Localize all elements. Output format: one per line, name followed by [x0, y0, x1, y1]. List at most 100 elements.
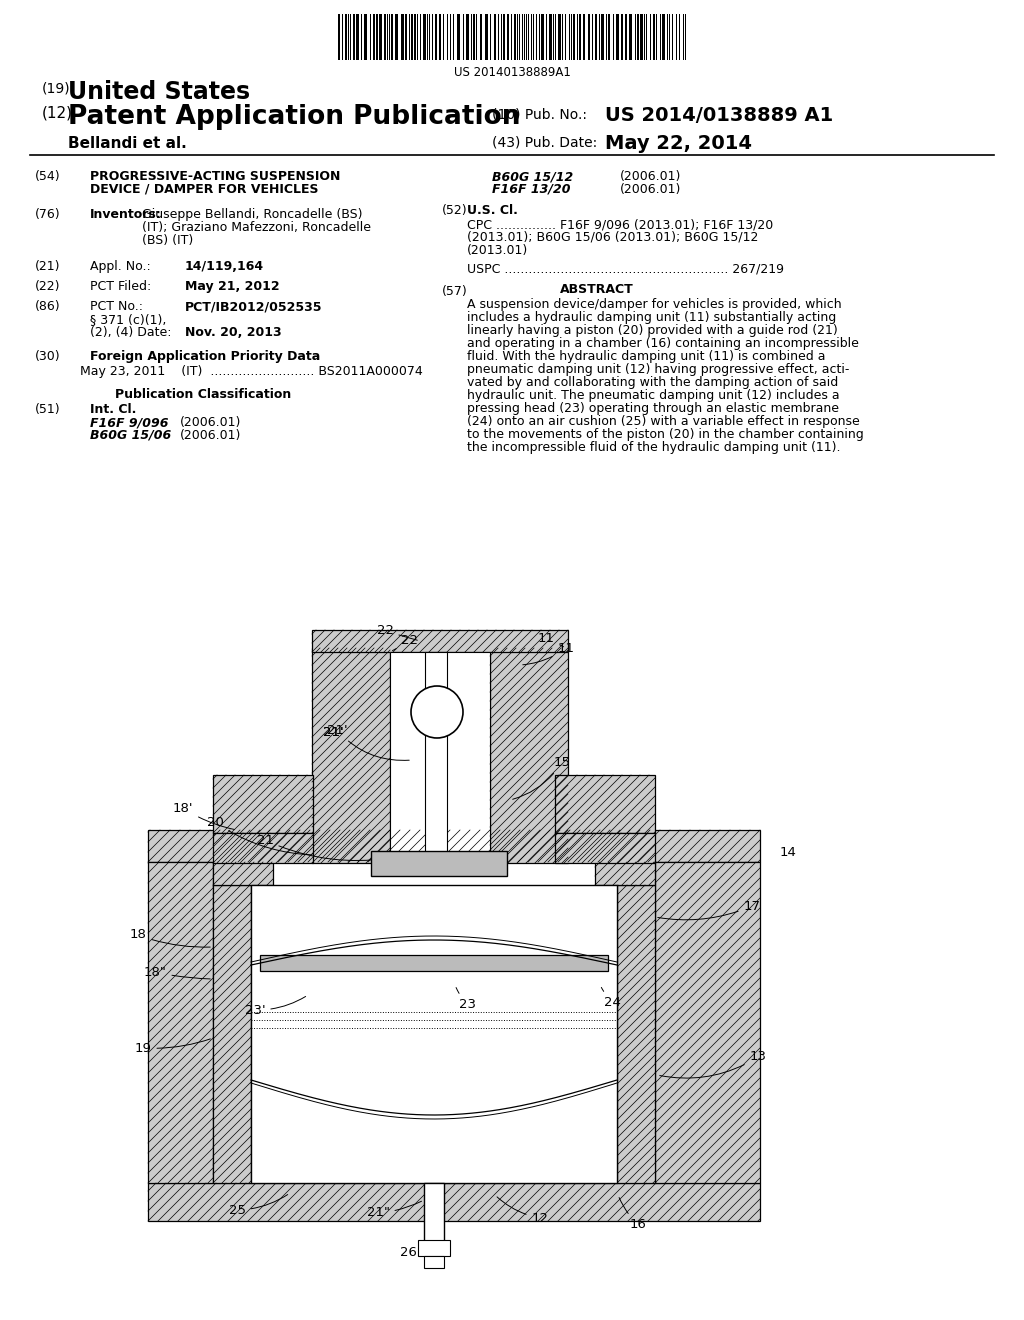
Bar — [514, 15, 516, 59]
Text: USPC ........................................................ 267/219: USPC ...................................… — [467, 261, 784, 275]
Bar — [490, 648, 568, 863]
Text: 21': 21' — [323, 726, 343, 739]
Bar — [549, 15, 552, 59]
Bar — [148, 862, 213, 1183]
Bar — [573, 15, 575, 59]
Text: U.S. Cl.: U.S. Cl. — [467, 205, 518, 216]
Text: 21": 21" — [367, 1201, 422, 1220]
Bar — [595, 15, 597, 59]
Bar — [485, 15, 488, 59]
Bar — [541, 15, 544, 59]
Text: pressing head (23) operating through an elastic membrane: pressing head (23) operating through an … — [467, 403, 839, 414]
Text: vated by and collaborating with the damping action of said: vated by and collaborating with the damp… — [467, 376, 839, 389]
Bar — [629, 15, 632, 59]
Text: 11: 11 — [538, 631, 563, 647]
Bar — [376, 15, 378, 59]
Text: (2006.01): (2006.01) — [620, 183, 681, 195]
Text: (24) onto an air cushion (25) with a variable effect in response: (24) onto an air cushion (25) with a var… — [467, 414, 860, 428]
Bar — [640, 15, 643, 59]
Text: (57): (57) — [442, 285, 468, 298]
Text: 13: 13 — [659, 1051, 767, 1078]
Text: 21': 21' — [323, 726, 343, 739]
Bar — [555, 775, 655, 833]
Text: (2006.01): (2006.01) — [180, 429, 242, 442]
Bar — [312, 630, 568, 652]
Text: (2006.01): (2006.01) — [620, 170, 681, 183]
Text: 15: 15 — [513, 755, 570, 800]
Bar — [439, 15, 441, 59]
Text: 25: 25 — [228, 1195, 288, 1217]
Bar — [579, 15, 581, 59]
Text: 12: 12 — [497, 1197, 549, 1225]
Text: 16: 16 — [620, 1197, 646, 1232]
Text: (54): (54) — [35, 170, 60, 183]
Bar — [148, 1183, 760, 1221]
Bar — [425, 652, 447, 867]
Text: 18: 18 — [130, 928, 210, 948]
Text: and operating in a chamber (16) containing an incompressible: and operating in a chamber (16) containi… — [467, 337, 859, 350]
Bar — [260, 954, 608, 972]
Bar — [473, 15, 475, 59]
Bar — [595, 862, 655, 884]
Bar — [621, 15, 623, 59]
Bar — [617, 884, 655, 1183]
Text: 23: 23 — [456, 987, 476, 1011]
Bar — [601, 15, 604, 59]
Bar — [251, 884, 617, 1183]
Text: B60G 15/12: B60G 15/12 — [492, 170, 573, 183]
Bar — [655, 862, 760, 1183]
Bar — [507, 15, 509, 59]
Bar — [364, 15, 367, 59]
Text: hydraulic unit. The pneumatic damping unit (12) includes a: hydraulic unit. The pneumatic damping un… — [467, 389, 840, 403]
Text: US 20140138889A1: US 20140138889A1 — [454, 66, 570, 79]
Bar — [213, 775, 313, 833]
Text: Bellandi et al.: Bellandi et al. — [68, 136, 186, 150]
Text: ABSTRACT: ABSTRACT — [560, 282, 634, 296]
Text: (22): (22) — [35, 280, 60, 293]
Text: A suspension device/damper for vehicles is provided, which: A suspension device/damper for vehicles … — [467, 298, 842, 312]
Text: (IT); Graziano Mafezzoni, Roncadelle: (IT); Graziano Mafezzoni, Roncadelle — [142, 220, 371, 234]
Text: Appl. No.:: Appl. No.: — [90, 260, 151, 273]
Bar — [390, 652, 490, 865]
Text: 26: 26 — [399, 1243, 420, 1258]
Bar — [353, 15, 355, 59]
Bar — [213, 833, 313, 863]
Bar — [418, 1239, 450, 1257]
Bar — [555, 833, 655, 863]
Text: (19): (19) — [42, 82, 71, 96]
Bar — [411, 15, 413, 59]
Text: (43) Pub. Date:: (43) Pub. Date: — [492, 136, 597, 150]
Bar — [637, 15, 639, 59]
Bar — [662, 15, 665, 59]
Text: 22: 22 — [377, 624, 418, 640]
Bar — [345, 15, 347, 59]
Text: (21): (21) — [35, 260, 60, 273]
Bar — [625, 15, 627, 59]
Text: 18': 18' — [173, 801, 234, 829]
Bar — [384, 15, 386, 59]
Text: Patent Application Publication: Patent Application Publication — [68, 104, 520, 129]
Text: includes a hydraulic damping unit (11) substantially acting: includes a hydraulic damping unit (11) s… — [467, 312, 837, 323]
Bar — [373, 15, 375, 59]
Text: Nov. 20, 2013: Nov. 20, 2013 — [185, 326, 282, 339]
Text: PCT Filed:: PCT Filed: — [90, 280, 152, 293]
Text: 14: 14 — [780, 846, 797, 859]
Bar — [466, 15, 469, 59]
Text: pneumatic damping unit (12) having progressive effect, acti-: pneumatic damping unit (12) having progr… — [467, 363, 849, 376]
Bar — [338, 15, 340, 59]
Bar — [457, 15, 460, 59]
Text: (2), (4) Date:: (2), (4) Date: — [90, 326, 171, 339]
Text: linearly having a piston (20) provided with a guide rod (21): linearly having a piston (20) provided w… — [467, 323, 838, 337]
Bar — [213, 862, 273, 884]
Bar — [406, 15, 407, 59]
Bar — [371, 851, 507, 876]
Text: the incompressible fluid of the hydraulic damping unit (11).: the incompressible fluid of the hydrauli… — [467, 441, 841, 454]
Text: (52): (52) — [442, 205, 468, 216]
Bar — [480, 15, 482, 59]
Text: 23': 23' — [245, 997, 305, 1016]
Text: Int. Cl.: Int. Cl. — [90, 403, 136, 416]
Bar — [503, 15, 505, 59]
Bar — [414, 15, 416, 59]
Text: Giuseppe Bellandi, Roncadelle (BS): Giuseppe Bellandi, Roncadelle (BS) — [142, 209, 362, 220]
Text: (12): (12) — [42, 106, 73, 121]
